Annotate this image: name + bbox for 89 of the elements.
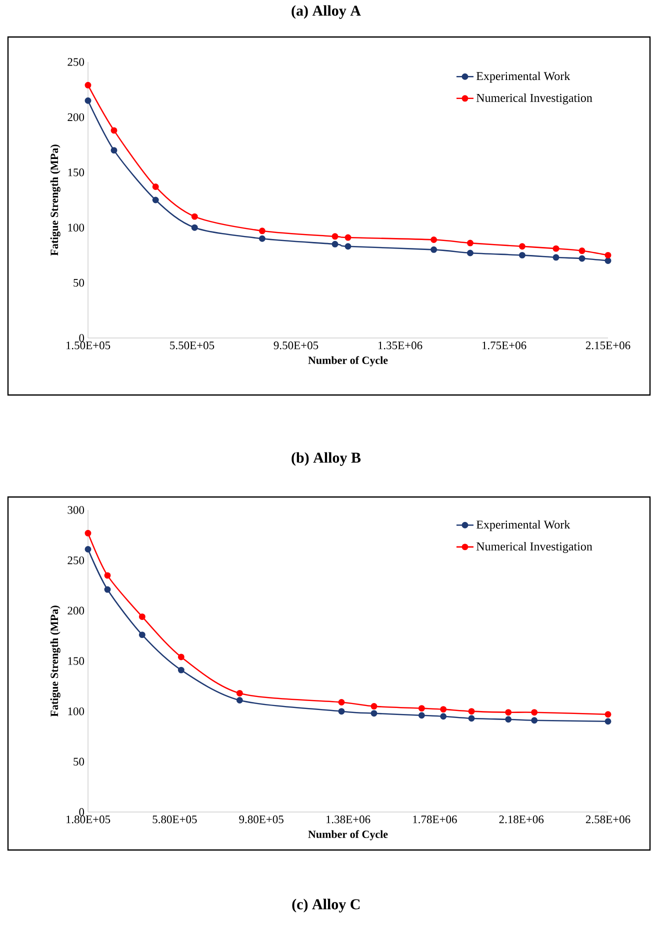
point (468, 708, 475, 715)
y-tick-label: 300 (68, 506, 84, 514)
point (344, 234, 352, 241)
point (84, 530, 92, 536)
point (104, 572, 111, 579)
point (110, 147, 118, 154)
point (370, 703, 378, 710)
y-axis-title: Fatigue Strength (MPa) (50, 144, 60, 256)
point (236, 690, 243, 696)
y-tick-label: 150 (68, 657, 84, 665)
x-tick-label: 9.50E+05 (274, 342, 318, 350)
point (152, 196, 159, 204)
point (518, 243, 526, 250)
y-tick-label: 200 (68, 113, 84, 122)
x-tick-label: 1.50E+05 (66, 342, 110, 350)
y-tick-label: 250 (68, 556, 84, 564)
point (604, 252, 612, 258)
point (430, 246, 438, 253)
point (531, 717, 538, 724)
x-tick-label: 1.38E+06 (326, 816, 370, 824)
point (418, 705, 425, 712)
point (468, 715, 475, 722)
point (370, 710, 378, 717)
point (178, 654, 184, 660)
x-tick-label: 5.50E+05 (170, 342, 214, 350)
y-tick-label: 100 (68, 224, 84, 232)
legend-label: Experimental Work (476, 72, 570, 83)
x-tick-label: 1.75E+06 (482, 342, 526, 350)
x-axis-title: Number of Cycle (308, 356, 388, 366)
point (138, 613, 146, 620)
legend-label: Numerical Investigation (476, 94, 592, 104)
point (440, 713, 447, 720)
point (152, 184, 159, 190)
y-tick-label: 0 (79, 808, 84, 816)
y-tick-label: 200 (68, 606, 84, 615)
legend-label: Numerical Investigation (476, 542, 592, 553)
y-axis-title: Fatigue Strength (MPa) (50, 606, 60, 717)
point (191, 224, 198, 231)
text: (c) Alloy C (292, 898, 360, 912)
point (505, 709, 512, 716)
x-tick-label: 1.78E+06 (413, 816, 457, 824)
x-tick-label: 1.35E+06 (378, 342, 422, 350)
point (344, 243, 352, 250)
point (552, 254, 560, 261)
point (430, 236, 438, 243)
y-tick-label: 0 (79, 334, 84, 342)
point (84, 97, 92, 104)
legend-label: Experimental Work (476, 520, 570, 532)
point (531, 709, 538, 716)
x-axis-title: Number of Cycle (308, 830, 388, 840)
x-tick-label: 2.18E+06 (499, 816, 544, 824)
point (466, 250, 474, 256)
y-tick-label: 150 (68, 168, 84, 176)
point (578, 248, 586, 254)
point (236, 697, 243, 704)
point (84, 546, 92, 552)
point (332, 240, 338, 248)
point (332, 233, 338, 240)
point (440, 706, 447, 713)
y-tick-label: 250 (68, 58, 84, 66)
point (138, 632, 146, 638)
point (104, 586, 111, 593)
point (110, 127, 118, 134)
y-tick-label: 50 (74, 278, 84, 287)
x-tick-label: 9.80E+05 (239, 816, 284, 824)
y-tick-label: 50 (74, 758, 84, 766)
x-tick-label: 1.80E+05 (66, 816, 110, 824)
point (178, 666, 184, 674)
point (604, 257, 612, 264)
point (552, 245, 560, 252)
x-tick-label: 2.58E+06 (586, 816, 630, 824)
point (505, 716, 512, 723)
point (518, 252, 526, 258)
point (604, 711, 612, 718)
point (418, 712, 425, 719)
point (466, 240, 474, 246)
point (338, 708, 345, 715)
chart-title: (a) Alloy A (292, 5, 361, 19)
point (258, 228, 266, 234)
point (604, 718, 612, 725)
point (84, 82, 92, 88)
x-tick-label: 2.15E+06 (586, 342, 630, 350)
point (578, 255, 586, 262)
point (258, 235, 266, 242)
x-tick-label: 5.80E+05 (152, 816, 197, 824)
chart-title: (b) Alloy B (292, 452, 361, 466)
point (191, 213, 198, 220)
point (338, 699, 345, 706)
y-tick-label: 100 (68, 707, 84, 716)
